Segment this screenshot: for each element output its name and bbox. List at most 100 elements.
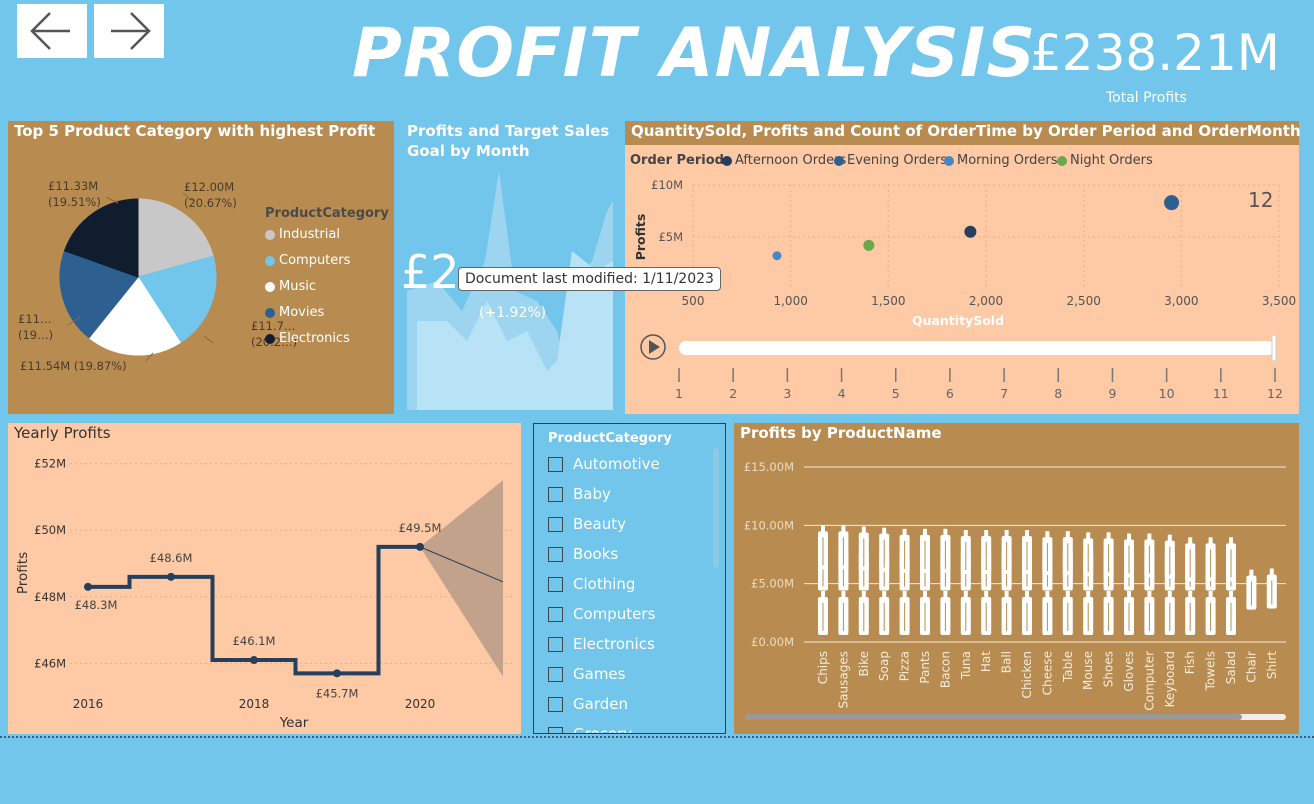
yearly-x-tick: 2016 xyxy=(73,697,104,711)
products-bar[interactable] xyxy=(1042,531,1053,635)
scatter-legend-label: Afternoon Orders xyxy=(735,153,847,168)
yearly-profits-chart[interactable]: £46M £48M £50M £52M £48.3M £48.6M £46.1M £45.7M… xyxy=(8,423,521,734)
pie-legend-item-movies[interactable]: Movies xyxy=(265,305,324,320)
products-bar[interactable] xyxy=(920,528,930,635)
category-slicer[interactable]: ProductCategory Automotive Baby Beauty Book… xyxy=(533,423,726,734)
slicer-item-games[interactable]: Games xyxy=(548,662,625,686)
scatter-legend-item[interactable]: Morning Orders xyxy=(944,153,1057,168)
checkbox[interactable] xyxy=(548,666,563,682)
bottle-icon xyxy=(1205,591,1216,635)
bottle-icon xyxy=(838,525,849,570)
products-bar[interactable] xyxy=(1022,530,1032,635)
products-x-tick: Towels xyxy=(1204,651,1218,691)
products-bar[interactable] xyxy=(1144,533,1155,636)
products-bar[interactable] xyxy=(1266,568,1277,609)
slicer-item-baby[interactable]: Baby xyxy=(548,482,611,506)
products-bar[interactable] xyxy=(818,525,828,635)
products-bar[interactable] xyxy=(1185,537,1196,635)
slicer-item-automotive[interactable]: Automotive xyxy=(548,452,660,476)
scatter-panel[interactable]: QuantitySold, Profits and Count of Order… xyxy=(625,121,1301,414)
slicer-item-grocery[interactable]: Grocery xyxy=(548,722,633,734)
pie-legend-item-computers[interactable]: Computers xyxy=(265,253,350,268)
yearly-profits-panel[interactable]: Yearly Profits £46M £48M £50M £52M £48.3M £48… xyxy=(8,423,521,734)
scatter-point[interactable] xyxy=(1164,195,1180,211)
target-card-panel[interactable]: Profits and Target Sales Goal by Month £… xyxy=(401,121,617,414)
pie-legend-label: Computers xyxy=(279,253,351,268)
bottle-icon xyxy=(1042,591,1053,635)
pie-legend-item-music[interactable]: Music xyxy=(265,279,316,294)
products-x-tick: Table xyxy=(1061,651,1075,683)
checkbox[interactable] xyxy=(548,696,563,712)
bottle-neck xyxy=(1025,591,1029,599)
forecast-cone xyxy=(420,480,503,677)
scatter-chart[interactable]: 500 1,000 1,500 2,000 2,500 3,000 3,500 £5M £10M… xyxy=(625,121,1299,414)
products-bar[interactable] xyxy=(1083,532,1094,635)
scatter-point[interactable] xyxy=(964,225,977,238)
slicer-item-beauty[interactable]: Beauty xyxy=(548,512,626,536)
products-bar[interactable] xyxy=(1001,530,1012,635)
products-bar[interactable] xyxy=(838,525,849,635)
checkbox[interactable] xyxy=(548,456,563,472)
pie-chart-panel[interactable]: Top 5 Product Category with highest Prof… xyxy=(8,121,394,414)
products-bar[interactable] xyxy=(1124,533,1134,636)
products-bar[interactable] xyxy=(981,530,992,635)
slicer-item-computers[interactable]: Computers xyxy=(548,602,655,626)
scatter-point[interactable] xyxy=(863,239,875,251)
products-bar[interactable] xyxy=(1246,569,1257,610)
products-bar[interactable] xyxy=(960,530,971,635)
slicer-item-label: Books xyxy=(573,545,619,563)
checkbox[interactable] xyxy=(548,576,563,592)
forecast-line xyxy=(419,546,504,583)
checkbox[interactable] xyxy=(548,516,563,532)
pie-legend-item-electronics[interactable]: Electronics xyxy=(265,331,350,346)
slicer-item-garden[interactable]: Garden xyxy=(548,692,628,716)
scatter-legend-item[interactable]: Evening Orders xyxy=(834,153,947,168)
slicer-item-electronics[interactable]: Electronics xyxy=(548,632,655,656)
products-scrollbar[interactable] xyxy=(746,714,1286,720)
yearly-data-label: £46.1M xyxy=(233,634,276,648)
checkbox[interactable] xyxy=(548,726,563,733)
products-bar[interactable] xyxy=(1062,531,1073,635)
products-bar[interactable] xyxy=(1205,537,1216,635)
checkbox[interactable] xyxy=(548,546,563,562)
slicer-item-clothing[interactable]: Clothing xyxy=(548,572,635,596)
scatter-legend-item[interactable]: Night Orders xyxy=(1057,153,1153,168)
products-x-tick: Tuna xyxy=(959,651,973,680)
scatter-point[interactable] xyxy=(772,251,782,261)
products-bar[interactable] xyxy=(879,527,890,635)
play-button[interactable] xyxy=(640,334,666,360)
bottle-neck xyxy=(821,525,825,534)
checkbox[interactable] xyxy=(548,486,563,502)
legend-dot-icon xyxy=(265,229,275,240)
bottle-neck xyxy=(1188,591,1193,599)
scatter-legend-item[interactable]: Afternoon Orders xyxy=(722,153,846,168)
products-bar[interactable] xyxy=(1164,534,1175,635)
play-axis-tick-label: 9 xyxy=(1108,386,1116,401)
checkbox[interactable] xyxy=(548,606,563,622)
slicer-item-books[interactable]: Books xyxy=(548,542,618,566)
products-panel[interactable]: Profits by ProductName £0.00M £5.00M £10.0… xyxy=(734,423,1299,734)
play-axis-tick-label: 12 xyxy=(1267,386,1283,401)
slicer-item-label: Grocery xyxy=(573,725,633,734)
pie-legend-item-industrial[interactable]: Industrial xyxy=(265,227,340,242)
products-bar[interactable] xyxy=(1226,537,1236,635)
slicer-scrollbar[interactable] xyxy=(713,448,719,568)
checkbox[interactable] xyxy=(548,636,563,652)
scatter-y-axis-title: Profits xyxy=(633,214,648,261)
pie-chart[interactable]: £12.00M (20.67%) £11.7… (20.2…) £11.54M (19.… xyxy=(8,121,394,414)
pie-leader-line xyxy=(67,316,81,326)
products-bar[interactable] xyxy=(1103,532,1114,635)
back-button[interactable] xyxy=(17,4,87,58)
bottle-neck xyxy=(1106,532,1111,541)
products-bar[interactable] xyxy=(940,528,951,635)
products-bar[interactable] xyxy=(858,526,869,636)
total-profits-label: Total Profits xyxy=(1106,90,1187,106)
pie-legend-title: ProductCategory xyxy=(265,206,389,221)
products-chart[interactable]: £0.00M £5.00M £10.00M £15.00M Chips Sausages B… xyxy=(734,423,1299,734)
bottle-neck xyxy=(1249,569,1254,578)
products-bar[interactable] xyxy=(899,528,910,635)
scatter-legend-title: Order Period xyxy=(630,153,724,168)
forward-button[interactable] xyxy=(94,4,164,58)
bottle-neck xyxy=(882,591,887,599)
play-axis-slider[interactable] xyxy=(679,341,1275,355)
